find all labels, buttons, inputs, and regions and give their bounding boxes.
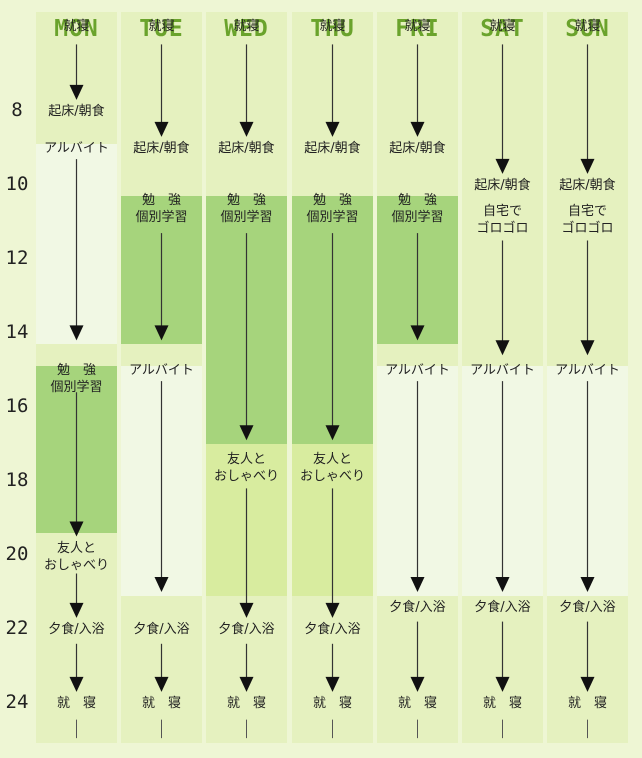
activity-label: 就 寝 <box>56 696 96 711</box>
hour-label: 14 <box>5 321 29 343</box>
activity-label: 起床/朝食 <box>304 141 361 156</box>
activity-label: 勉 強 個別学習 <box>220 192 273 225</box>
activity-label: 自宅で ゴロゴロ <box>476 203 529 236</box>
day-header: WED <box>224 16 269 42</box>
arrow-head <box>580 676 595 692</box>
activity-label: 起床/朝食 <box>48 104 105 119</box>
activity-label: 起床/朝食 <box>218 141 275 156</box>
activity-label: アルバイト <box>470 363 535 378</box>
arrow-head <box>410 121 425 137</box>
arrow-head <box>410 676 425 692</box>
activity-label: 自宅で ゴロゴロ <box>561 203 614 236</box>
activity-label: 就 寝 <box>312 696 352 711</box>
activity-label: 就寝 <box>148 18 175 34</box>
arrow-head <box>69 521 84 537</box>
activity-label: 就寝 <box>489 18 516 34</box>
activity-label: アルバイト <box>385 363 450 378</box>
hour-label: 20 <box>5 543 29 565</box>
day-header: SAT <box>480 16 525 42</box>
hour-label: 12 <box>5 247 29 269</box>
activity-label: 就 寝 <box>226 696 266 711</box>
arrow-head <box>69 325 84 341</box>
arrow-head <box>325 676 340 692</box>
arrow-head <box>495 158 510 174</box>
day-header: MON <box>54 16 99 42</box>
arrow-head <box>154 325 169 341</box>
hour-label: 16 <box>5 395 29 417</box>
arrow-head <box>325 602 340 618</box>
arrow-head <box>154 577 169 592</box>
activity-label: 就寝 <box>574 18 601 34</box>
activity-label: 就寝 <box>404 18 431 34</box>
arrow-head <box>495 577 510 592</box>
hour-label: 10 <box>5 173 29 195</box>
activity-label: 夕食/入浴 <box>48 622 105 637</box>
arrow-head <box>239 602 254 618</box>
activity-label: 起床/朝食 <box>389 141 446 156</box>
activity-label: 就 寝 <box>141 696 181 711</box>
activity-label: 友人と おしゃべり <box>299 451 365 484</box>
activity-label: 夕食/入浴 <box>559 599 616 615</box>
arrow-head <box>154 676 169 692</box>
activity-label: 就 寝 <box>482 696 522 711</box>
activity-label: 起床/朝食 <box>133 141 190 156</box>
day-header: SUN <box>565 16 610 42</box>
activity-label: アルバイト <box>44 141 109 156</box>
day-header: FRI <box>395 16 440 42</box>
hour-label: 18 <box>5 469 29 491</box>
activity-label: 就 寝 <box>397 696 437 711</box>
activity-label: アルバイト <box>555 363 620 378</box>
activity-label: 夕食/入浴 <box>304 622 361 637</box>
arrow-head <box>580 577 595 592</box>
arrow-head <box>239 121 254 137</box>
activity-label: 就寝 <box>233 18 260 34</box>
arrow-head <box>325 121 340 137</box>
activity-label: 就寝 <box>63 18 90 34</box>
activity-label: 勉 強 個別学習 <box>391 192 444 225</box>
arrow-head <box>410 325 425 341</box>
activity-label: 夕食/入浴 <box>389 599 446 615</box>
arrow-head <box>69 676 84 692</box>
activity-label: 就 寝 <box>567 696 607 711</box>
arrow-head <box>239 425 254 441</box>
activity-label: 勉 強 個別学習 <box>135 192 188 225</box>
activity-label: 勉 強 個別学習 <box>50 363 103 395</box>
arrow-head <box>410 577 425 592</box>
day-header: TUE <box>139 16 184 42</box>
arrow-head <box>239 676 254 692</box>
arrow-head <box>325 425 340 441</box>
hour-label: 22 <box>5 617 29 639</box>
arrow-head <box>495 676 510 692</box>
activity-label: 夕食/入浴 <box>133 622 190 637</box>
activity-label: 起床/朝食 <box>559 178 616 193</box>
activity-label: 友人と おしゃべり <box>213 451 279 484</box>
activity-label: 夕食/入浴 <box>474 599 531 615</box>
arrow-head <box>580 158 595 174</box>
day-header: THU <box>310 16 355 42</box>
arrow-head <box>495 340 510 356</box>
activity-label: 友人と おしゃべり <box>43 540 109 573</box>
arrow-head <box>580 340 595 356</box>
arrow-head <box>69 84 84 100</box>
activity-label: 夕食/入浴 <box>218 622 275 637</box>
arrow-head <box>154 121 169 137</box>
arrow-head <box>69 602 84 618</box>
hour-label: 24 <box>5 691 29 713</box>
hour-label: 8 <box>11 99 23 121</box>
activity-label: 就寝 <box>319 18 346 34</box>
activity-label: 起床/朝食 <box>474 178 531 193</box>
activity-label: 勉 強 個別学習 <box>306 192 359 225</box>
activity-label: アルバイト <box>129 363 194 378</box>
